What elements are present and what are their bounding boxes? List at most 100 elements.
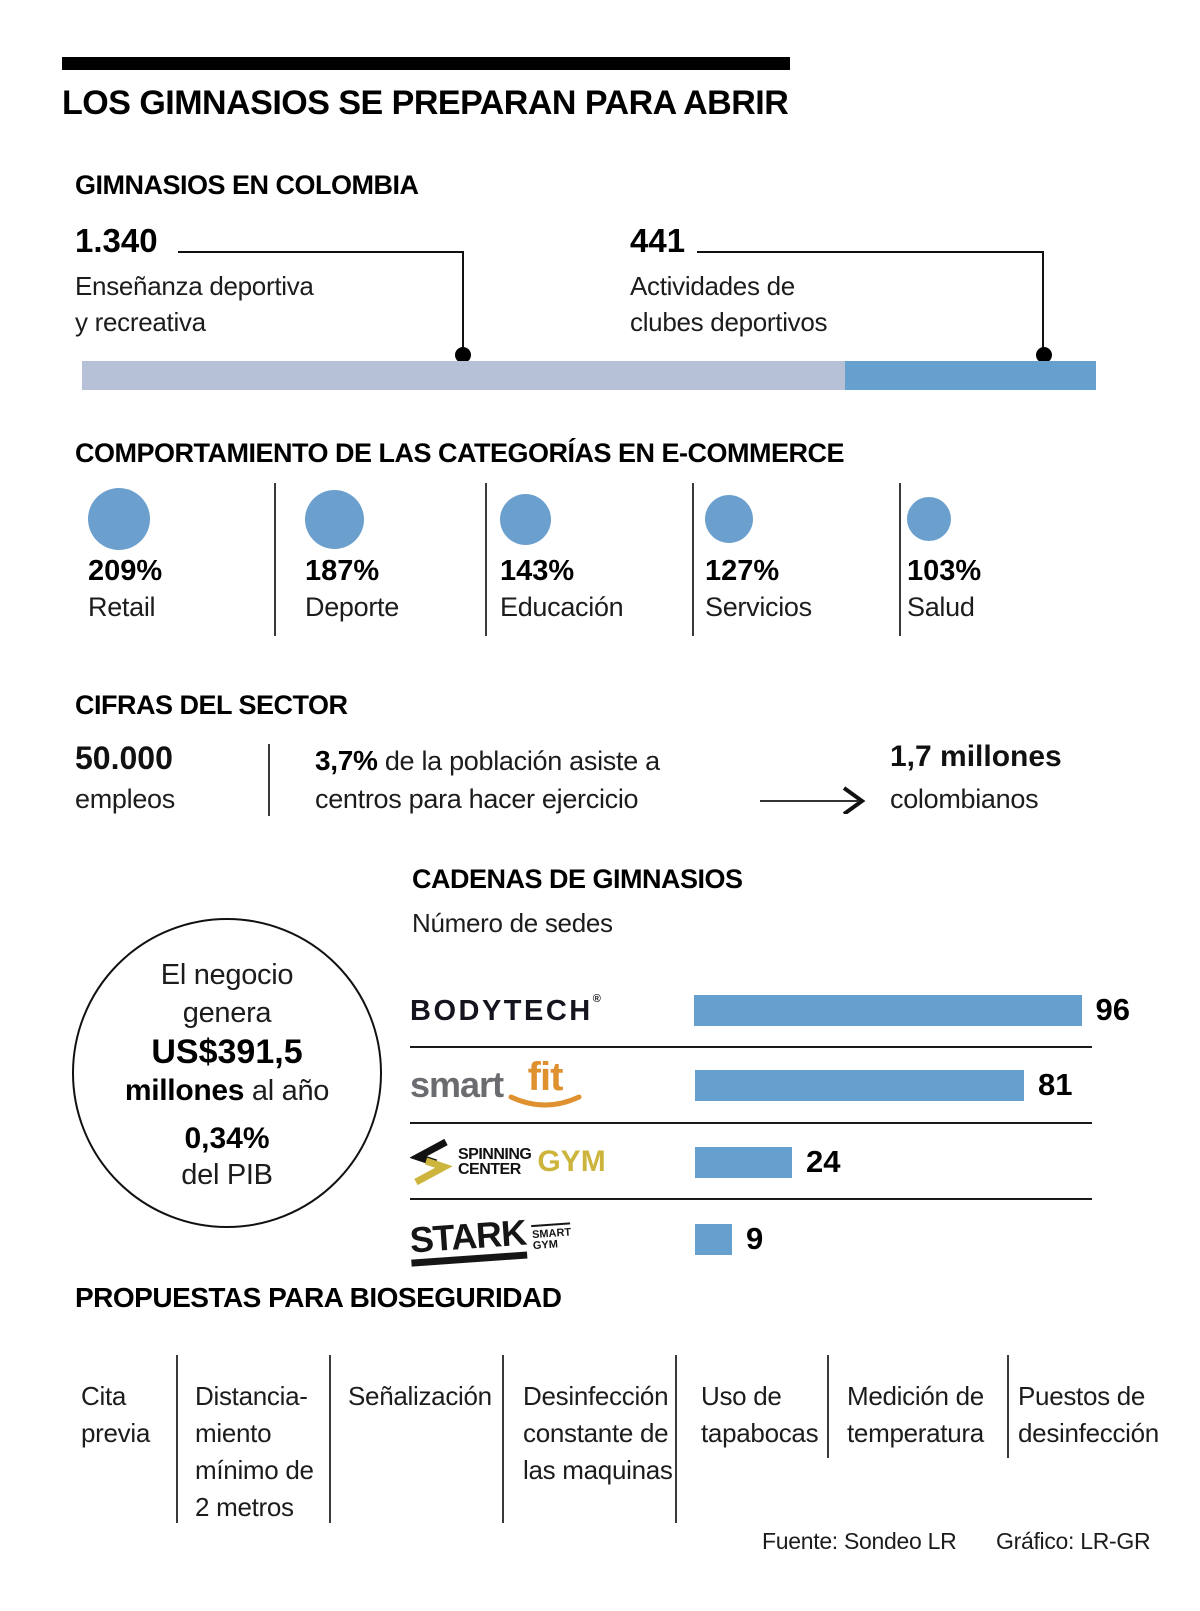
leader-line-horizontal-1 bbox=[178, 251, 464, 253]
cadenas-subtitle: Número de sedes bbox=[412, 908, 613, 938]
millones-label: colombianos bbox=[890, 784, 1039, 814]
ecommerce-label: Retail bbox=[88, 592, 156, 622]
ecommerce-divider-1 bbox=[274, 483, 276, 636]
gym-bar-spinning bbox=[695, 1146, 792, 1178]
gym-value-bodytech: 96 bbox=[1095, 992, 1130, 1027]
leader-line-horizontal-2 bbox=[697, 251, 1044, 253]
gym-bar-stark bbox=[695, 1223, 732, 1255]
bio-item-temperatura: Medición de temperatura bbox=[847, 1381, 984, 1448]
circle-icon-educacion bbox=[500, 493, 551, 545]
ecommerce-pct: 187% bbox=[305, 555, 380, 587]
spinning-center-logo: SPINNING CENTER GYM bbox=[410, 1137, 695, 1187]
stat-clubes-value: 441 bbox=[630, 222, 686, 259]
ecommerce-label: Educación bbox=[500, 592, 624, 622]
negocio-line-1: El negocio bbox=[160, 959, 294, 991]
cifras-divider bbox=[268, 744, 270, 816]
ecommerce-label: Servicios bbox=[705, 592, 812, 622]
empleos-label: empleos bbox=[75, 784, 175, 814]
ecommerce-divider-2 bbox=[485, 483, 487, 636]
bio-item-senalizacion: Señalización bbox=[348, 1381, 492, 1411]
section-title-cifras: CIFRAS DEL SECTOR bbox=[75, 690, 348, 720]
poblacion-text-1: de la población asiste a bbox=[377, 746, 660, 776]
gym-separator-3 bbox=[410, 1198, 1092, 1200]
bio-divider-6 bbox=[1007, 1355, 1009, 1458]
ecommerce-pct: 103% bbox=[907, 555, 982, 587]
spinning-logo-line2: CENTER bbox=[458, 1161, 521, 1178]
ecommerce-pct: 209% bbox=[88, 555, 163, 587]
bio-item-cita-previa: Cita previa bbox=[81, 1381, 151, 1448]
ecommerce-pct: 127% bbox=[705, 555, 780, 587]
footer-credit: Gráfico: LR-GR bbox=[996, 1528, 1151, 1554]
ecommerce-label: Salud bbox=[907, 592, 975, 622]
smartfit-logo-smart: smart bbox=[410, 1064, 504, 1105]
section-title-cadenas: CADENAS DE GIMNASIOS bbox=[412, 864, 743, 894]
stacked-bar-gimnasios bbox=[82, 361, 1096, 390]
poblacion-pct: 3,7% bbox=[315, 745, 378, 776]
bio-item-desinfeccion-maquinas: Desinfección constante de las maquinas bbox=[523, 1381, 673, 1485]
negocio-pib-pct: 0,34% bbox=[184, 1122, 270, 1155]
bio-divider-4 bbox=[675, 1355, 677, 1523]
registered-mark-icon: ® bbox=[592, 992, 601, 1005]
ecommerce-divider-3 bbox=[692, 483, 694, 636]
bio-item-puestos-desinfeccion: Puestos de desinfección bbox=[1018, 1381, 1159, 1448]
stat-ensenanza-value: 1.340 bbox=[75, 222, 158, 259]
stark-logo: STARK SMART GYM bbox=[408, 1211, 695, 1267]
stat-clubes-label: Actividades de clubes deportivos bbox=[630, 271, 828, 337]
gym-separator-2 bbox=[410, 1122, 1092, 1124]
ecommerce-pct: 143% bbox=[500, 555, 575, 587]
section-title-bioseguridad: PROPUESTAS PARA BIOSEGURIDAD bbox=[75, 1282, 562, 1313]
smartfit-arc-icon bbox=[508, 1094, 582, 1108]
bodytech-logo-text: BODYTECH bbox=[410, 994, 593, 1027]
poblacion-stat: 3,7% de la población asiste a centros pa… bbox=[315, 742, 775, 818]
ecommerce-item-deporte: 187% Deporte bbox=[305, 487, 480, 623]
bodytech-logo: BODYTECH® bbox=[410, 993, 694, 1028]
smartfit-logo: smart fit bbox=[410, 1057, 695, 1110]
negocio-amount: US$391,5 bbox=[151, 1033, 303, 1071]
gym-separator-1 bbox=[410, 1046, 1092, 1048]
gym-bar-smartfit bbox=[695, 1069, 1024, 1101]
negocio-pib-label: del PIB bbox=[181, 1159, 273, 1191]
arrow-right-icon bbox=[760, 786, 866, 814]
empleos-value: 50.000 bbox=[75, 740, 173, 776]
gym-value-spinning: 24 bbox=[806, 1144, 841, 1179]
gym-row-stark: STARK SMART GYM 9 bbox=[408, 1204, 1130, 1274]
poblacion-text-2: centros para hacer ejercicio bbox=[315, 784, 639, 814]
gym-row-spinning: SPINNING CENTER GYM 24 bbox=[410, 1127, 1130, 1197]
stark-logo-gym: GYM bbox=[532, 1237, 559, 1252]
circle-icon-servicios bbox=[705, 495, 753, 543]
bio-divider-1 bbox=[176, 1355, 178, 1523]
gym-row-bodytech: BODYTECH® 96 bbox=[410, 975, 1130, 1045]
circle-icon-retail bbox=[88, 488, 150, 550]
bio-divider-3 bbox=[502, 1355, 504, 1523]
stark-logo-sub: SMART GYM bbox=[531, 1221, 573, 1252]
gym-row-smartfit: smart fit 81 bbox=[410, 1050, 1130, 1120]
footer-source: Fuente: Sondeo LR bbox=[762, 1528, 957, 1554]
bio-item-tapabocas: Uso de tapabocas bbox=[701, 1381, 819, 1448]
section-title-ecommerce: COMPORTAMIENTO DE LAS CATEGORÍAS EN E-CO… bbox=[75, 438, 845, 468]
ecommerce-label: Deporte bbox=[305, 592, 399, 622]
negocio-millones: millones bbox=[124, 1074, 245, 1107]
page-title: LOS GIMNASIOS SE PREPARAN PARA ABRIR bbox=[62, 84, 789, 122]
spinning-logo-gym: GYM bbox=[537, 1145, 606, 1178]
negocio-circle: El negocio genera US$391,5 millones al a… bbox=[72, 918, 382, 1228]
spinning-logo-line1: SPINNING bbox=[458, 1146, 532, 1163]
stark-logo-text: STARK bbox=[408, 1211, 528, 1267]
ecommerce-item-retail: 209% Retail bbox=[88, 487, 263, 623]
leader-line-vertical-1 bbox=[462, 251, 464, 353]
stacked-bar-segment-clubes bbox=[844, 361, 1096, 390]
negocio-line-2: genera bbox=[182, 997, 272, 1029]
ecommerce-divider-4 bbox=[899, 483, 901, 636]
negocio-al-ano: al año bbox=[244, 1075, 330, 1107]
bio-item-distanciamiento: Distancia- miento mínimo de 2 metros bbox=[195, 1381, 314, 1522]
circle-icon-salud bbox=[907, 497, 951, 541]
ecommerce-item-educacion: 143% Educación bbox=[500, 487, 675, 623]
ecommerce-item-servicios: 127% Servicios bbox=[705, 487, 880, 623]
bio-divider-5 bbox=[827, 1355, 829, 1458]
section-title-gimnasios: GIMNASIOS EN COLOMBIA bbox=[75, 170, 419, 200]
spinning-center-icon bbox=[410, 1138, 452, 1186]
gym-value-smartfit: 81 bbox=[1038, 1067, 1073, 1102]
stat-ensenanza-label: Enseñanza deportiva y recreativa bbox=[75, 271, 314, 337]
gym-value-stark: 9 bbox=[746, 1221, 764, 1256]
negocio-line-4: millones al año bbox=[124, 1072, 330, 1110]
